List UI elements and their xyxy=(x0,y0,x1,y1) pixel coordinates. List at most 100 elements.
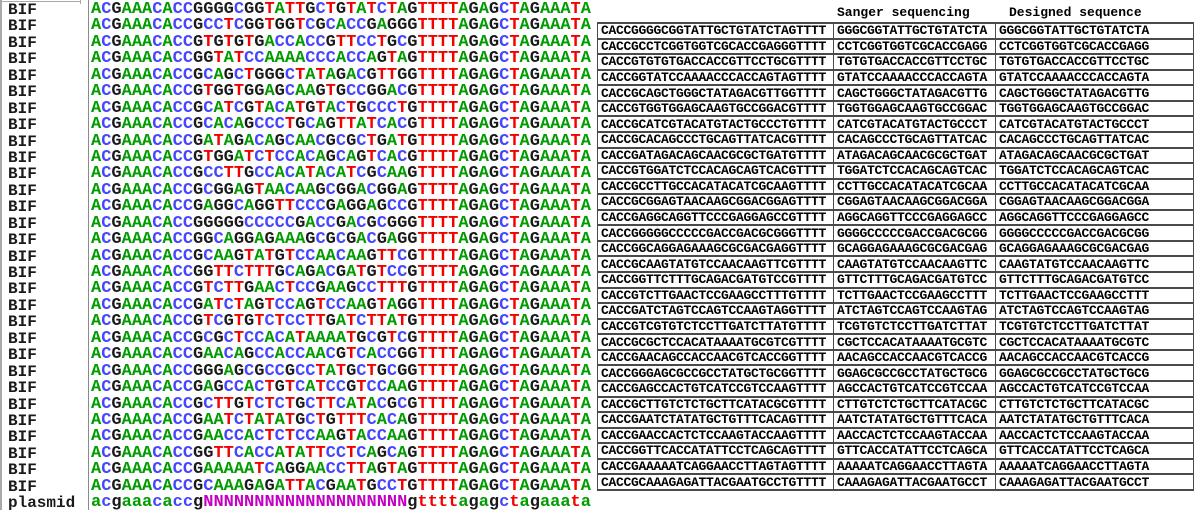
nucleotide: G xyxy=(203,263,214,282)
sequence-row[interactable]: ACGAAACACCGCAAGTATGTCCAACAAGTTCGTTTTAGAG… xyxy=(91,246,597,266)
alignment-panel[interactable]: ACGAAACACCGGGGCGGTATTGCTGTATCTAGTTTTAGAG… xyxy=(91,2,597,510)
panel-splitter[interactable] xyxy=(88,0,89,510)
sequence-row[interactable]: ACGAAACACCGCGCTCCACATAAAATGCGTCGTTTTAGAG… xyxy=(91,330,597,347)
sequence-label[interactable]: BIF xyxy=(8,214,37,233)
sequence-row[interactable]: ACGAAACACCGATAGACAGCAACGCGCTGATGTTTTAGAG… xyxy=(91,133,597,150)
sequence-row[interactable]: ACGAAACACCGCTTGTCTCTGCTTCATACGCGTTTTAGAG… xyxy=(91,396,597,413)
sequence-label[interactable]: BIF xyxy=(8,165,37,184)
sequence-label[interactable]: BIF xyxy=(8,395,37,414)
sequence-label[interactable]: BIF xyxy=(8,264,37,282)
nucleotide: T xyxy=(417,295,428,315)
sequence-label[interactable]: BIF xyxy=(8,247,37,266)
nucleotide: T xyxy=(570,213,581,233)
sequence-row[interactable]: ACGAAACACCGAGGCAGGTTCCCGAGGAGCCGTTTTAGAG… xyxy=(91,197,597,217)
sequence-label[interactable]: BIF xyxy=(8,379,37,398)
sequence-label[interactable]: BIF xyxy=(8,313,37,332)
sequence-label[interactable]: BIF xyxy=(8,99,37,118)
sequence-label[interactable]: BIF xyxy=(8,411,37,430)
nucleotide: A xyxy=(550,410,561,430)
nucleotide: G xyxy=(254,361,265,381)
nucleotide: A xyxy=(142,263,153,282)
sequence-row[interactable]: ACGAAACACCGGCAGGAGAAAGCGCGACGAGGTTTTAGAG… xyxy=(91,230,597,250)
sequence-label[interactable]: BIF xyxy=(8,66,37,85)
sequence-row[interactable]: ACGAAACACCGTCGTGTCTCCTTGATCTTATGTTTTAGAG… xyxy=(91,313,597,330)
sequence-row[interactable]: ACGAAACACCGGTATCCAAAACCCACCAGTAGTTTTAGAG… xyxy=(91,49,597,69)
sequence-label[interactable]: BIF xyxy=(8,17,37,36)
sequence-row[interactable]: acgaaacaccgNNNNNNNNNNNNNNNNNNNNgttttagag… xyxy=(91,494,597,510)
nucleotide: G xyxy=(468,345,479,365)
sequence-row[interactable]: ACGAAACACCGCGGAGTAACAAGCGGACGGAGTTTTAGAG… xyxy=(91,182,597,199)
nucleotide: G xyxy=(264,197,275,217)
nucleotide: A xyxy=(131,295,143,315)
sequence-row[interactable]: ACGAAACACCGAAAAATCAGGAACCTTAGTAGTTTTAGAG… xyxy=(91,461,597,478)
nucleotide: A xyxy=(142,49,153,69)
nucleotide: T xyxy=(346,427,357,447)
nucleotide: A xyxy=(386,230,398,250)
sequence-row[interactable]: ACGAAACACCGGGGGCCCCCGACCGACGCGGGTTTTAGAG… xyxy=(91,213,597,233)
nucleotide: A xyxy=(162,98,173,118)
sequence-label[interactable]: BIF xyxy=(8,329,37,348)
sequence-label[interactable]: BIF xyxy=(8,132,37,151)
sequence-row[interactable]: ACGAAACACCGCACAGCCCTGCAGTTATCACGTTTTAGAG… xyxy=(91,115,597,135)
sequence-name-panel[interactable]: BIF BIF BIF BIF BIF BIF BIF BIF BIF BIF BIF BIF BIF B… xyxy=(2,2,86,510)
sequence-row[interactable]: ACGAAACACCGTGGATCTCCACAGCAGTCACGTTTTAGAG… xyxy=(91,149,597,166)
sequence-row[interactable]: ACGAAACACCGGGAGCGCCGCCTATGCTGCGGTTTTAGAG… xyxy=(91,361,597,381)
sequence-label[interactable]: BIF xyxy=(8,280,37,299)
nucleotide: A xyxy=(91,230,102,250)
sequence-row[interactable]: ACGAAACACCGCCTCGGTGGTCGCACCGAGGGTTTTAGAG… xyxy=(91,16,597,36)
sequence-row[interactable]: ACGAAACACCGATCTAGTCCAGTCCAAGTAGGTTTTAGAG… xyxy=(91,295,597,315)
nucleotide: G xyxy=(407,115,418,135)
nucleotide: G xyxy=(376,49,387,69)
nucleotide: A xyxy=(121,32,132,52)
nucleotide: C xyxy=(101,82,112,102)
nucleotide: A xyxy=(580,213,591,233)
sequence-row[interactable]: ACGAAACACCGAACCACTCTCCAAGTACCAAGTTTTAGAG… xyxy=(91,427,597,447)
sequence-label[interactable]: BIF xyxy=(8,116,37,135)
nucleotide: T xyxy=(448,378,459,398)
sequence-label[interactable]: BIF xyxy=(8,2,37,19)
sequence-row[interactable]: ACGAAACACCGAACAGCCACCAACGTCACCGGTTTTAGAG… xyxy=(91,345,597,365)
sequence-label[interactable]: BIF xyxy=(8,50,37,69)
sequence-row[interactable]: ACGAAACACCGTGTGTGACCACCGTTCCTGCGTTTTAGAG… xyxy=(91,32,597,52)
sequence-label[interactable]: BIF xyxy=(8,181,37,200)
nucleotide: T xyxy=(437,246,449,266)
sequence-label[interactable]: BIF xyxy=(8,477,37,496)
nucleotide: C xyxy=(397,197,408,217)
sequence-label[interactable]: BIF xyxy=(8,362,37,381)
sequence-row[interactable]: ACGAAACACCGAATCTATATGCTGTTTCACAGTTTTAGAG… xyxy=(91,410,597,430)
sequence-row[interactable]: ACGAAACACCGTCTTGAACTCCGAAGCCTTTGTTTTAGAG… xyxy=(91,279,597,299)
sequence-label[interactable]: BIF xyxy=(8,346,37,365)
nucleotide: A xyxy=(162,16,173,36)
nucleotide: G xyxy=(335,427,347,447)
sequence-row[interactable]: ACGAAACACCGCATCGTACATGTACTGCCCTGTTTTAGAG… xyxy=(91,98,597,118)
sequence-row[interactable]: ACGAAACACCGTGGTGGAGCAAGTGCCGGACGTTTTAGAG… xyxy=(91,82,597,102)
sequence-label[interactable]: BIF xyxy=(8,83,37,102)
sequence-row[interactable]: ACGAAACACCGCAGCTGGGCTATAGACGTTGGTTTTAGAG… xyxy=(91,65,597,85)
sequence-row[interactable]: ACGAAACACCGGTTCTTTGCAGACGATGTCCGTTTTAGAG… xyxy=(91,263,597,282)
sequence-label[interactable]: BIF xyxy=(8,198,37,217)
sequence-label[interactable]: plasmid xyxy=(8,494,76,510)
sequence-row[interactable]: ACGAAACACCGCAAAGAGATTACGAATGCCTGTTTTAGAG… xyxy=(91,476,597,496)
nucleotide: T xyxy=(335,361,347,381)
sequence-label[interactable]: BIF xyxy=(8,148,37,167)
nucleotide: C xyxy=(499,476,510,496)
nucleotide: A xyxy=(274,230,285,250)
sequence-label[interactable]: BIF xyxy=(8,461,37,480)
designed-cell: GGGCGGTATTGCTGTATCTA xyxy=(996,24,1194,40)
nucleotide: A xyxy=(91,279,102,299)
nucleotide: C xyxy=(101,345,112,365)
sequence-row[interactable]: ACGAAACACCGGGGCGGTATTGCTGTATCTAGTTTTAGAG… xyxy=(91,2,597,18)
nucleotide: A xyxy=(142,65,153,85)
nucleotide: G xyxy=(468,82,479,102)
sequence-label[interactable]: BIF xyxy=(8,428,37,447)
designed-cell: CTTGTCTCTGCTTCATACGC xyxy=(996,397,1194,414)
sequence-row[interactable]: ACGAAACACCGCCTTGCCACATACATCGCAAGTTTTAGAG… xyxy=(91,165,597,182)
sequence-label[interactable]: BIF xyxy=(8,444,37,463)
nucleotide: A xyxy=(121,476,132,496)
sequence-label[interactable]: BIF xyxy=(8,231,37,250)
sequence-row[interactable]: ACGAAACACCGGTTCACCATATTCCTCAGCAGTTTTAGAG… xyxy=(91,445,597,462)
sequence-label[interactable]: BIF xyxy=(8,296,37,315)
nucleotide: C xyxy=(315,213,326,233)
sequence-label[interactable]: BIF xyxy=(8,33,37,52)
sequence-row[interactable]: ACGAAACACCGAGCCACTGTCATCCGTCCAAGTTTTAGAG… xyxy=(91,378,597,398)
